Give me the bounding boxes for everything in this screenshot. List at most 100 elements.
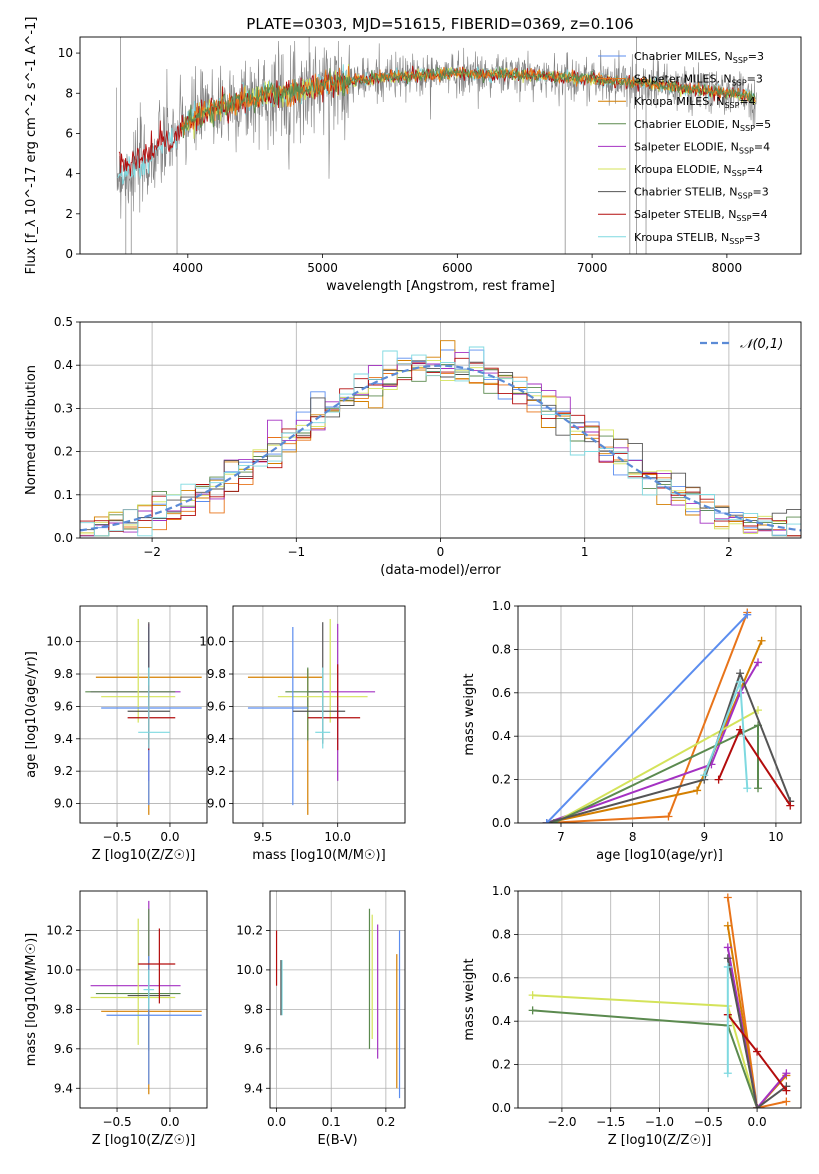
point-marker: [757, 636, 766, 645]
y-tick-label: 0.0: [492, 816, 511, 830]
errorbar-chabrier-miles: [101, 627, 202, 806]
y-tick-label: 9.0: [54, 797, 73, 811]
point-marker: [782, 1086, 791, 1095]
y-tick-label: 0.3: [54, 401, 73, 415]
y-tick-label: 10.2: [236, 923, 263, 937]
y-tick-label: 0: [65, 247, 73, 261]
legend-entry: Kroupa MILES, NSSP=4: [634, 95, 756, 110]
y-tick-label: 9.6: [207, 699, 226, 713]
point-marker: [528, 1006, 537, 1015]
plot-area: [80, 340, 801, 537]
x-tick-label: −1.5: [596, 1115, 625, 1129]
x-tick-label: 0.2: [376, 1115, 395, 1129]
y-tick-label: 10.0: [46, 963, 73, 977]
point-marker: [723, 1069, 732, 1078]
errorbar-kroupa-elodie: [101, 618, 176, 723]
series-chabrier-miles: [542, 610, 752, 823]
model-line-chabrier-elodie: [180, 66, 756, 139]
series-line: [553, 723, 759, 823]
plot-area: [85, 618, 202, 815]
axes-frame: [79, 890, 208, 1109]
y-tick-label: 0.8: [492, 642, 511, 656]
chart-weight-vs-age: 7 8 9 10 0.0 0.2 0.4 0.6 0.8 1.0 age [log10(age/yr…: [462, 599, 802, 863]
series-salpeter-stelib: [714, 725, 795, 810]
axes-frame: [269, 890, 406, 1109]
x-tick-label: 7000: [577, 261, 608, 275]
plot-area: [542, 608, 795, 823]
point-marker: [743, 610, 752, 619]
point-marker: [723, 962, 732, 971]
x-tick-label: −2: [143, 545, 161, 559]
y-tick-label: 1.0: [492, 599, 511, 613]
errorbar-chabrier-elodie: [85, 667, 176, 741]
point-marker: [754, 784, 763, 793]
y-tick-label: 9.8: [54, 667, 73, 681]
point-marker: [723, 943, 732, 952]
x-tick-label: −0.5: [102, 830, 131, 844]
series-line: [726, 958, 787, 1108]
figure-title: PLATE=0303, MJD=51615, FIBERID=0369, z=0…: [246, 15, 633, 33]
histogram-chabrier-stelib: [80, 360, 801, 531]
errorbar-salpeter-elodie: [90, 900, 181, 996]
y-tick-label: 10.0: [236, 963, 263, 977]
series-line: [726, 947, 788, 1108]
point-marker: [753, 1104, 762, 1108]
plot-area: [116, 37, 757, 254]
x-tick-label: 0.1: [322, 1115, 341, 1129]
errorbar-salpeter-stelib: [307, 664, 361, 751]
point-marker: [736, 669, 745, 678]
errorbar-kroupa-miles: [247, 669, 323, 815]
x-tick-label: 0.0: [748, 1115, 767, 1129]
x-tick-label: 0.0: [160, 830, 179, 844]
errorbar-kroupa-stelib: [138, 667, 170, 749]
y-tick-label: 9.4: [54, 732, 73, 746]
chart-weight-vs-Z: −2.0 −1.5 −1.0 −0.5 0.0 0.0 0.2 0.4 0.6 0.8 1.0 Z […: [462, 884, 802, 1148]
legend-entry: Chabrier MILES, NSSP=3: [634, 50, 764, 65]
point-marker: [714, 775, 723, 784]
y-tick-label: 9.8: [244, 1002, 263, 1016]
axes-frame: [517, 890, 802, 1109]
x-tick-label: 8000: [712, 261, 743, 275]
errorbar-salpeter-stelib: [138, 928, 176, 1004]
legend-entry: Chabrier STELIB, NSSP=3: [634, 186, 769, 201]
point-marker: [528, 991, 537, 1000]
grid-lines: [233, 606, 405, 823]
series-line: [546, 661, 759, 823]
point-marker: [753, 1047, 762, 1056]
series-kroupa-stelib: [700, 677, 752, 793]
series-line: [546, 640, 763, 823]
y-axis-label: mass weight: [462, 958, 477, 1040]
y-axis-label: age [log10(age/yr)]: [24, 651, 39, 778]
errorbar-chabrier-elodie: [285, 667, 323, 741]
x-axis-label: mass [log10(M/M☉)]: [252, 848, 385, 863]
point-marker: [723, 921, 732, 930]
series-line: [717, 727, 792, 807]
chart-mass-vs-Z: −0.5 0.0 9.4 9.6 9.8 10.0 10.2 Z [log10(Z/Z☉)] m…: [24, 890, 208, 1148]
y-tick-label: 0.1: [54, 488, 73, 502]
x-tick-label: 0.0: [267, 1115, 286, 1129]
y-tick-label: 9.2: [207, 764, 226, 778]
x-tick-label: −0.5: [694, 1115, 723, 1129]
chart-mass-vs-ebv: 0.0 0.1 0.2 9.4 9.6 9.8 10.0 10.2 E(B-V): [236, 890, 406, 1148]
y-tick-label: 10.2: [46, 923, 73, 937]
y-tick-label: 9.6: [54, 699, 73, 713]
y-tick-label: 0.6: [492, 686, 511, 700]
y-tick-label: 0.2: [492, 1058, 511, 1072]
x-tick-label: 2: [725, 545, 733, 559]
x-axis-label: (data-model)/error: [380, 563, 501, 578]
x-axis-label: Z [log10(Z/Z☉)]: [92, 1133, 196, 1148]
x-axis-label: age [log10(age/yr)]: [596, 848, 723, 863]
y-tick-label: 9.4: [244, 1081, 263, 1095]
errorbar-kroupa-elodie: [90, 918, 176, 1045]
x-axis-label: Z [log10(Z/Z☉)]: [608, 1133, 712, 1148]
y-axis-label: mass weight: [462, 673, 477, 755]
y-tick-label: 0.0: [492, 1101, 511, 1115]
y-tick-label: 0.2: [492, 773, 511, 787]
plot-area: [275, 908, 401, 1099]
point-marker: [786, 801, 795, 810]
x-tick-label: 9.5: [253, 830, 272, 844]
errorbar-kroupa-stelib: [315, 667, 331, 749]
point-marker: [723, 893, 732, 902]
